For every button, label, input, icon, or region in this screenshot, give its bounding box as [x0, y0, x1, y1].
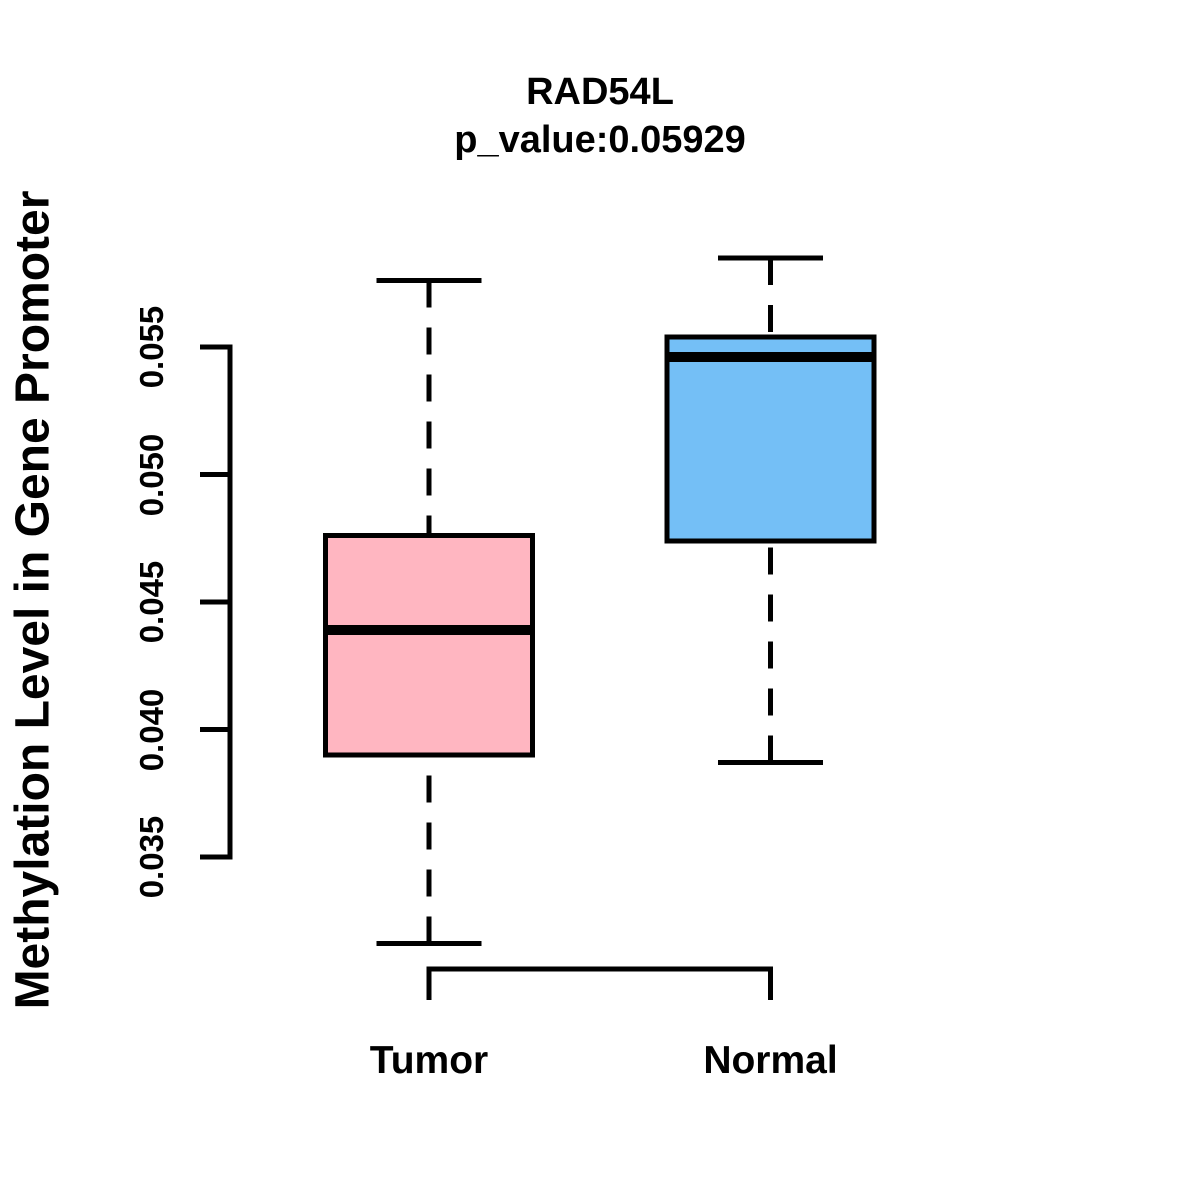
chart-title: RAD54L [526, 71, 674, 113]
y-tick-label-1: 0.040 [133, 688, 170, 771]
y-tick-label-0: 0.035 [133, 815, 170, 899]
y-tick-label-4: 0.055 [133, 305, 170, 389]
normal-box [664, 334, 877, 544]
chart-subtitle: p_value:0.05929 [454, 119, 746, 161]
x-category-label-1: Normal [703, 1039, 838, 1082]
y-tick-label-2: 0.045 [133, 560, 170, 644]
x-category-label-0: Tumor [369, 1039, 489, 1082]
tumor-box [323, 533, 535, 758]
y-tick-label-3: 0.050 [133, 433, 170, 516]
y-axis-label: Methylation Level in Gene Promoter [6, 190, 60, 1010]
